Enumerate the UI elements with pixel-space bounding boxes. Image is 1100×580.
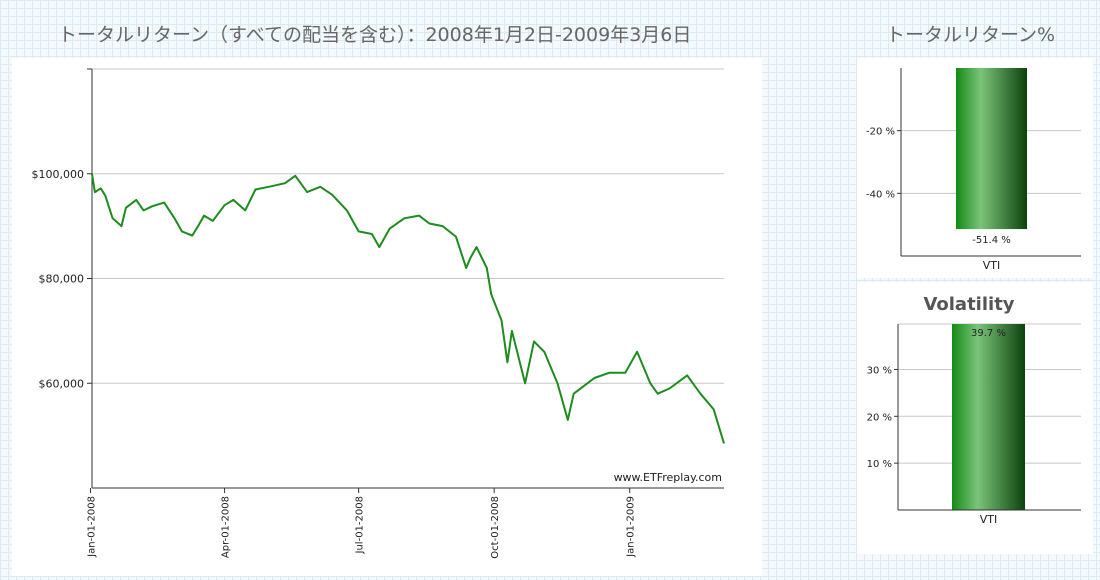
y-tick-label: 10 % [867,459,892,470]
y-tick-label: $100,000 [32,168,85,181]
x-tick-label: Jan-01-2008 [87,496,98,558]
watermark: www.ETFreplay.com [614,471,722,484]
y-tick-label: 20 % [867,412,892,423]
y-tick-label: -40 % [866,189,895,200]
y-tick-label: $60,000 [39,377,85,390]
bar-vti [952,324,1025,510]
bar-value-label: -51.4 % [972,235,1011,246]
line-chart-panel: $60,000 $80,000 $100,000 Jan-01-2008 Apr-01-… [12,58,762,576]
y-tick-label: 30 % [867,365,892,376]
volatility-bar-chart: 10 % 20 % 30 % 39.7 % VTI [867,323,1081,526]
series-line [91,173,725,444]
bar-vti [956,68,1027,230]
total-return-panel: -40 % -20 % -51.4 % VTI [857,58,1093,278]
x-tick-label: Oct-01-2008 [490,496,501,559]
y-tick-label: $80,000 [39,273,85,286]
x-category-label: VTI [980,513,998,526]
total-return-title: トータルリターン% [886,24,1056,46]
bar-value-label: 39.7 % [971,328,1006,339]
line-chart: $60,000 $80,000 $100,000 Jan-01-2008 Apr-01-… [32,68,725,559]
y-tick-label: -20 % [866,127,895,138]
total-return-bar-chart: -40 % -20 % -51.4 % VTI [866,68,1081,272]
main-chart-title: トータルリターン（すべての配当を含む）：2008年1月2日-2009年3月6日 [58,24,692,46]
x-category-label: VTI [983,259,1001,272]
volatility-panel: Volatility 10 % 20 % 30 % 39.7 % VTI [857,282,1093,554]
x-tick-label: Jul-01-2008 [355,496,366,554]
x-tick-label: Jan-01-2009 [626,496,637,558]
volatility-title: Volatility [923,294,1015,315]
x-tick-label: Apr-01-2008 [221,496,232,558]
